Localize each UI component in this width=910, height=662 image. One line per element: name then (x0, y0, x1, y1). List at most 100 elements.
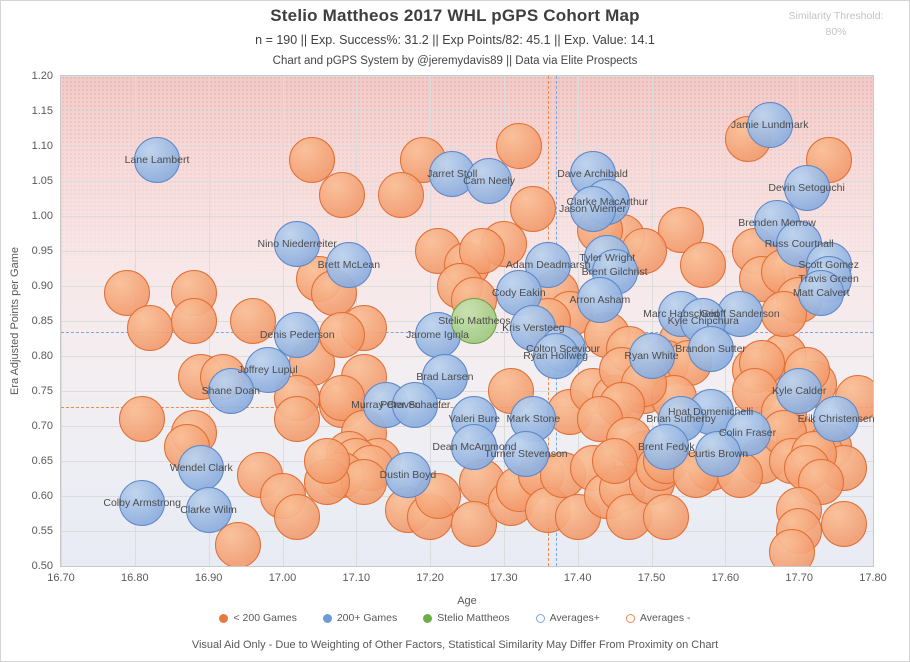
cohort-bubble[interactable] (495, 123, 542, 169)
bubble-dustin-boyd[interactable] (384, 452, 431, 498)
x-tick-label: 17.20 (416, 572, 444, 584)
cohort-bubble[interactable] (510, 186, 557, 232)
bubble-joffrey-lupul[interactable] (244, 347, 291, 393)
bubble-arron-asham[interactable] (576, 277, 623, 323)
averages-minus-marker (625, 613, 635, 623)
similarity-threshold: Similarity Threshold: 80% (775, 8, 897, 41)
cohort-bubble[interactable] (170, 298, 217, 344)
x-tick-label: 17.60 (711, 572, 740, 584)
legend-label: Averages - (639, 612, 691, 624)
bubble-clarke-wilm[interactable] (185, 487, 232, 533)
y-tick-label: 0.80 (31, 350, 53, 362)
cohort-bubble[interactable] (229, 298, 276, 344)
y-tick-label: 0.65 (31, 455, 53, 467)
cohort-bubble[interactable] (591, 438, 638, 484)
bubble-shane-doan[interactable] (207, 368, 254, 414)
x-tick-label: 17.80 (859, 572, 887, 584)
bubble-ryan-hollweg[interactable] (532, 333, 579, 379)
cohort-bubble[interactable] (643, 494, 690, 540)
y-tick-label: 1.00 (31, 210, 53, 222)
under-200-games-marker (219, 613, 229, 623)
bubble-cam-neely[interactable] (466, 158, 513, 204)
legend-label: 200+ Games (336, 612, 398, 624)
y-tick-label: 0.95 (31, 245, 53, 257)
cohort-bubble[interactable] (377, 172, 424, 218)
200-plus-games-marker (322, 613, 332, 623)
cohort-bubble[interactable] (215, 522, 262, 566)
chart-subtitle: n = 190 || Exp. Success%: 31.2 || Exp Po… (255, 33, 655, 47)
x-tick-label: 17.40 (563, 572, 592, 584)
cohort-bubble[interactable] (126, 305, 173, 351)
chart-credit: Chart and pGPS System by @jeremydavis89 … (272, 55, 638, 67)
y-tick-label: 0.60 (31, 490, 53, 502)
gridline-horizontal (61, 146, 873, 147)
x-tick-label: 17.50 (637, 572, 666, 584)
cohort-bubble[interactable] (274, 396, 321, 442)
bubble-stelio-mattheos[interactable] (451, 298, 498, 344)
bubble-turner-stevenson[interactable] (503, 431, 550, 477)
stelio-mattheos-marker (423, 613, 433, 623)
y-tick-label: 1.10 (31, 140, 53, 152)
legend-item-averages-minus: Averages - (625, 612, 691, 624)
gridline-horizontal (61, 391, 873, 392)
bubble-peter-schaefer[interactable] (392, 382, 439, 428)
cohort-bubble[interactable] (798, 459, 845, 505)
x-tick-label: 16.80 (121, 572, 149, 584)
cohort-bubble[interactable] (318, 312, 365, 358)
x-axis-title: Age (457, 595, 477, 607)
bubble-kyle-calder[interactable] (776, 368, 823, 414)
legend-item-under-200-games: < 200 Games (219, 612, 297, 624)
cohort-bubble[interactable] (680, 242, 727, 288)
bubble-curtis-brown[interactable] (695, 431, 741, 477)
y-tick-label: 0.90 (31, 280, 53, 292)
similarity-threshold-value: 80% (825, 26, 847, 39)
y-tick-label: 0.55 (31, 525, 53, 537)
x-tick-label: 17.00 (268, 572, 297, 584)
x-tick-label: 17.30 (490, 572, 518, 584)
y-tick-label: 1.20 (31, 70, 53, 82)
cohort-bubble[interactable] (768, 529, 815, 566)
cohort-bubble[interactable] (820, 501, 867, 547)
legend-label: Stelio Mattheos (437, 612, 510, 624)
legend-label: Averages+ (549, 612, 600, 624)
x-tick-label: 17.10 (342, 572, 371, 584)
cohort-bubble[interactable] (318, 172, 365, 218)
bubble-nino-niederreiter[interactable] (274, 221, 321, 267)
legend-item-stelio-mattheos: Stelio Mattheos (423, 612, 510, 624)
footnote: Visual Aid Only - Due to Weighting of Ot… (191, 639, 719, 651)
legend-label: < 200 Games (233, 612, 297, 624)
x-tick-label: 17.70 (785, 572, 813, 584)
bubble-jamie-lundmark[interactable] (746, 102, 793, 148)
x-tick-label: 16.70 (47, 572, 75, 584)
bubble-devin-setoguchi[interactable] (783, 165, 830, 211)
bubble-jason-wiemer[interactable] (569, 186, 616, 232)
bubble-denis-pederson[interactable] (274, 312, 321, 358)
gridline-horizontal (61, 111, 873, 112)
gridline-horizontal (61, 76, 873, 77)
bubble-erik-christensen[interactable] (813, 396, 860, 442)
bubble-brandon-sutter[interactable] (687, 326, 734, 372)
bubble-matt-calvert[interactable] (798, 270, 845, 316)
x-tick-label: 16.90 (194, 572, 223, 584)
bubble-cody-eakin[interactable] (495, 270, 542, 316)
bubble-ryan-white[interactable] (628, 333, 675, 379)
bubble-dean-mcammond[interactable] (451, 424, 498, 470)
y-tick-label: 0.50 (31, 560, 53, 572)
cohort-bubble[interactable] (303, 438, 350, 484)
bubble-lane-lambert[interactable] (134, 137, 180, 183)
bubble-brett-mclean[interactable] (325, 242, 372, 288)
bubble-brent-fedyk[interactable] (643, 424, 690, 470)
legend: < 200 Games 200+ Games Stelio Mattheos A… (1, 612, 909, 624)
y-tick-label: 0.70 (31, 420, 53, 432)
y-tick-label: 0.85 (31, 315, 53, 327)
cohort-bubble[interactable] (274, 494, 321, 540)
cohort-bubble[interactable] (119, 396, 166, 442)
gridline-horizontal (61, 216, 873, 217)
y-tick-label: 1.05 (31, 175, 53, 187)
plot-area (61, 76, 873, 566)
y-tick-label: 0.75 (31, 385, 53, 397)
y-tick-label: 1.15 (31, 105, 53, 117)
bubble-colby-armstrong[interactable] (119, 480, 166, 526)
bubble-wendel-clark[interactable] (178, 445, 225, 491)
